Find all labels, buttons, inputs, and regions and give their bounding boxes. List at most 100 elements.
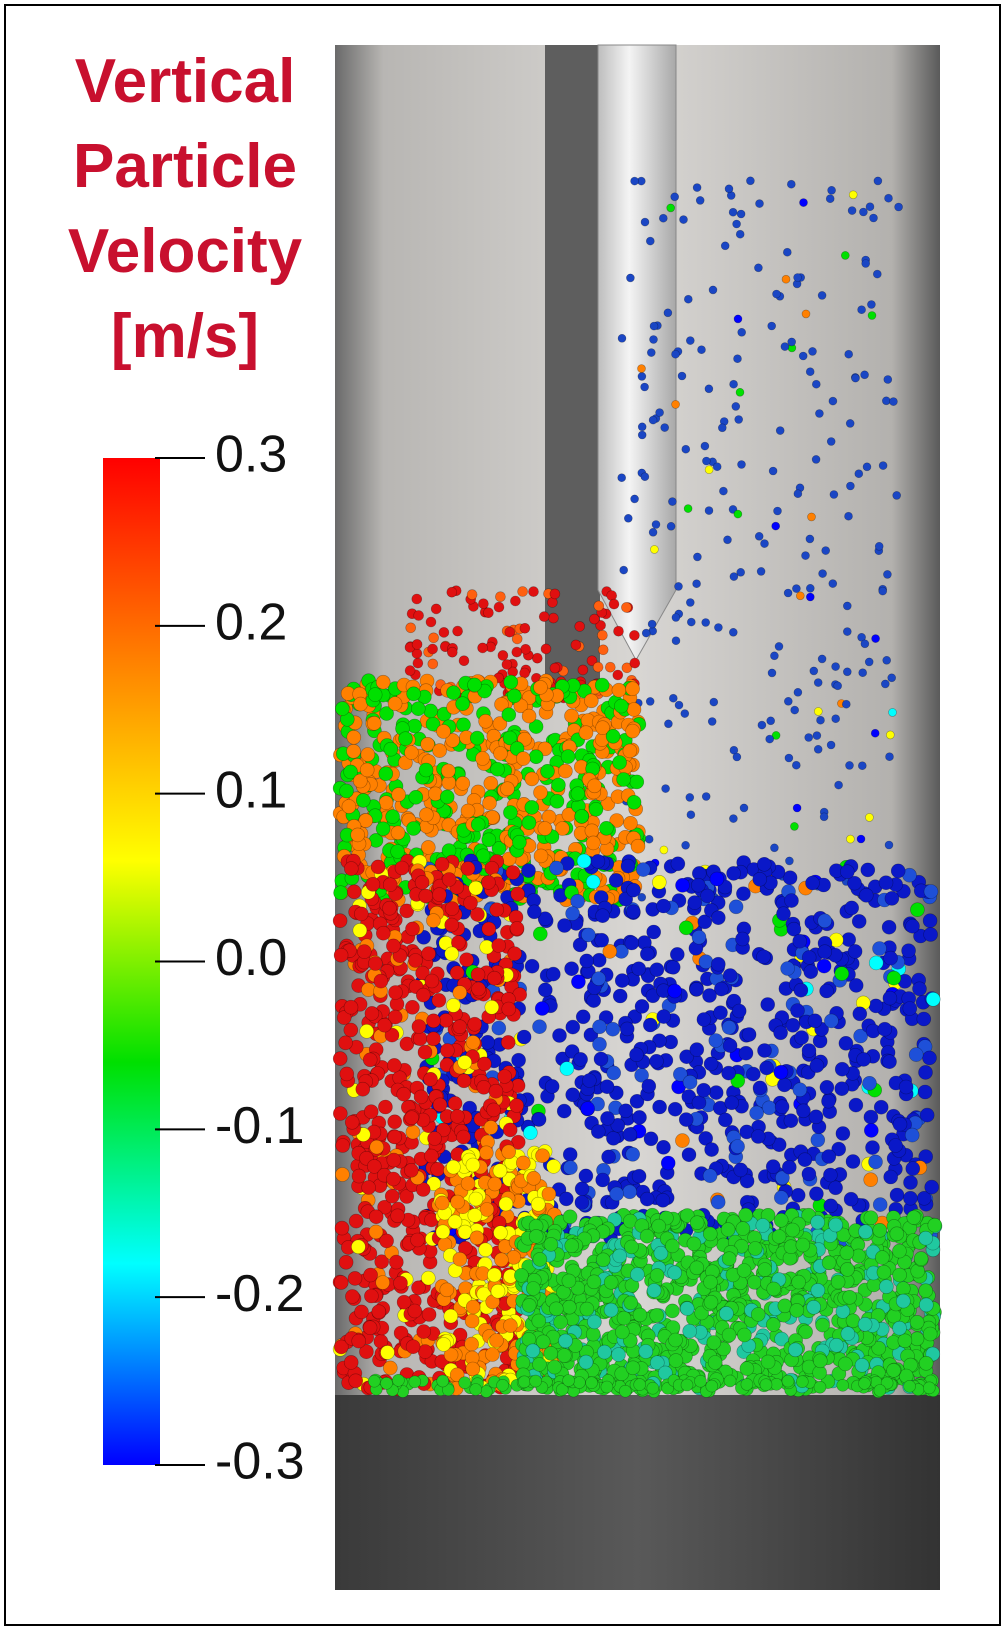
particle [884, 1170, 898, 1184]
particle [477, 1057, 491, 1071]
particle [870, 214, 878, 222]
particle [512, 647, 522, 657]
particle [383, 1361, 397, 1375]
particle [589, 614, 599, 624]
particle [709, 1034, 723, 1048]
particle [777, 1078, 791, 1092]
particle [571, 640, 581, 650]
particle [487, 1103, 501, 1117]
particle [732, 1004, 746, 1018]
particle [762, 1101, 776, 1115]
particle [767, 1282, 781, 1296]
particle [746, 177, 754, 185]
particle [470, 731, 484, 745]
title-line: Velocity [68, 217, 303, 286]
particle [529, 1229, 543, 1243]
particle [785, 857, 793, 865]
particle [835, 1082, 849, 1096]
particle [794, 688, 802, 696]
particle [632, 962, 646, 976]
particle [414, 1090, 428, 1104]
particle [806, 593, 814, 601]
particle [711, 1195, 725, 1209]
particle [823, 1168, 837, 1182]
particle [445, 918, 459, 932]
particle [418, 1045, 432, 1059]
particle [702, 457, 710, 465]
particle [840, 865, 854, 879]
particle [748, 1242, 762, 1256]
particle [427, 1032, 441, 1046]
particle [770, 652, 778, 660]
particle [657, 1010, 671, 1024]
particle [799, 352, 807, 360]
particle [498, 650, 508, 660]
particle [734, 1163, 748, 1177]
particle [701, 889, 715, 903]
particle [790, 1303, 804, 1317]
particle [615, 1325, 629, 1339]
particle [494, 602, 504, 612]
particle [594, 1052, 608, 1066]
particle [782, 1160, 796, 1174]
particle [861, 863, 875, 877]
particle [784, 697, 792, 705]
particle [451, 1195, 465, 1209]
particle [630, 1048, 644, 1062]
title-line: Vertical [75, 47, 296, 116]
particle [479, 714, 493, 728]
particle [348, 1271, 362, 1285]
particle [858, 1317, 872, 1331]
particle [857, 1052, 871, 1066]
particle [650, 1054, 664, 1068]
particle [539, 612, 549, 622]
particle [790, 822, 798, 830]
particle [883, 991, 897, 1005]
tick-label: 0.3 [215, 426, 287, 484]
particle [868, 312, 876, 320]
particle [575, 809, 589, 823]
particle [595, 933, 609, 947]
particle [725, 1096, 739, 1110]
particle [642, 1079, 656, 1093]
particle [738, 328, 746, 336]
particle [431, 1162, 445, 1176]
particle [354, 907, 368, 921]
particle [736, 1222, 750, 1236]
particle [563, 1210, 577, 1224]
particle [589, 802, 603, 816]
particle [643, 1018, 657, 1032]
particle [684, 505, 692, 513]
particle [468, 1017, 482, 1031]
particle [484, 1121, 498, 1135]
particle [719, 1307, 733, 1321]
particle [877, 1265, 891, 1279]
particle [356, 793, 370, 807]
particle [713, 463, 721, 471]
particle [802, 1044, 816, 1058]
particle [782, 1375, 794, 1387]
particle [858, 762, 866, 770]
particle [774, 1213, 788, 1227]
particle [725, 185, 733, 193]
particle [695, 1375, 707, 1387]
particle [625, 936, 639, 950]
particle [890, 1227, 904, 1241]
particle [487, 1268, 501, 1282]
particle [413, 658, 423, 668]
particle [344, 1023, 358, 1037]
particle [541, 764, 555, 778]
particle [376, 822, 390, 836]
particle [392, 1374, 404, 1386]
particle [522, 1298, 536, 1312]
particle [839, 1036, 853, 1050]
particle [865, 658, 873, 666]
particle [647, 349, 655, 357]
particle [386, 1172, 400, 1186]
particle [741, 1378, 753, 1390]
particle [360, 1024, 374, 1038]
particle [441, 764, 455, 778]
particle [436, 1225, 450, 1239]
particle [648, 620, 656, 628]
particle [846, 761, 854, 769]
